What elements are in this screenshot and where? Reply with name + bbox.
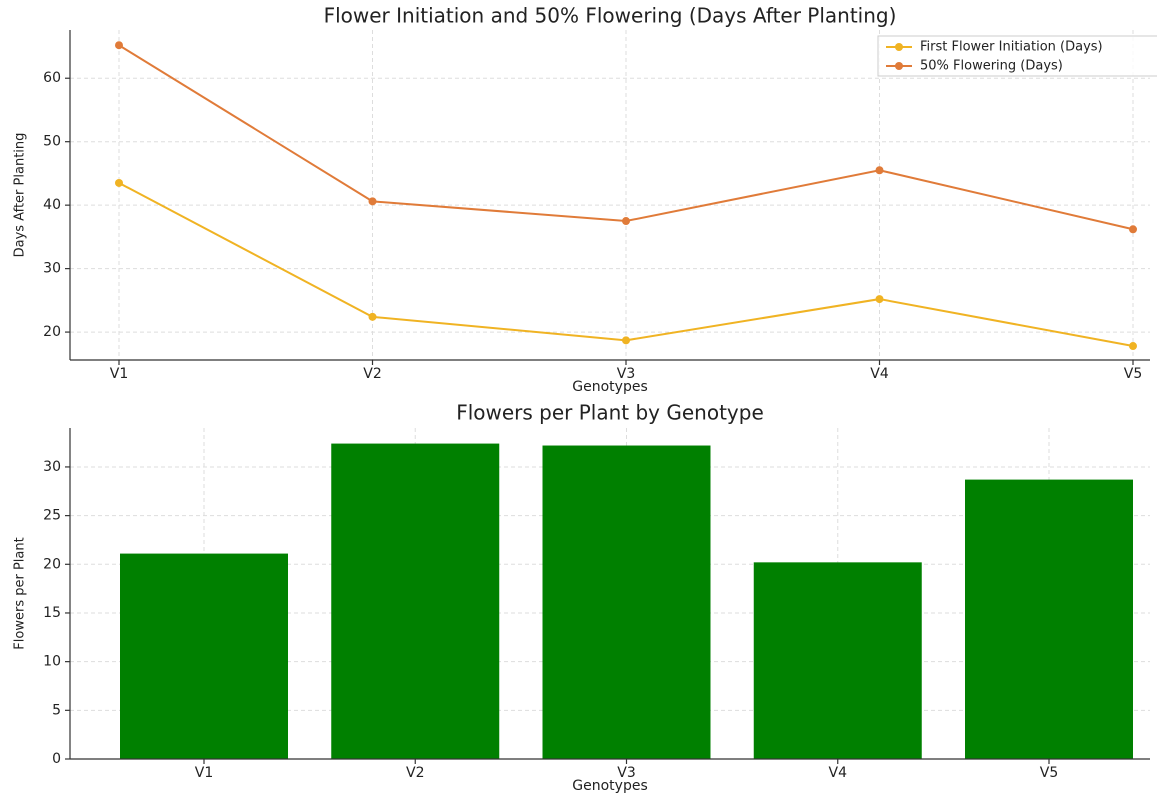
bar: [120, 553, 288, 759]
point: [115, 41, 123, 50]
y-tick-label: 10: [43, 654, 61, 670]
point: [622, 217, 630, 226]
y-tick-label: 20: [43, 324, 61, 340]
y-axis-label: Flowers per Plant: [13, 537, 28, 649]
y-tick-label: 5: [52, 702, 61, 718]
y-tick-label: 50: [43, 134, 61, 150]
x-tick-label: V2: [363, 366, 381, 382]
bar: [965, 479, 1133, 759]
point: [368, 312, 377, 321]
y-tick-label: 15: [43, 605, 61, 621]
x-tick-label: V4: [829, 765, 848, 781]
x-axis-label: Genotypes: [572, 379, 647, 395]
legend-label: First Flower Initiation (Days): [920, 40, 1103, 55]
point: [368, 197, 377, 206]
y-axis-label: Days After Planting: [13, 133, 28, 258]
legend-marker: [895, 43, 903, 51]
chart-title: Flowers per Plant by Genotype: [456, 401, 764, 425]
y-tick-label: 60: [43, 70, 61, 86]
legend-marker: [895, 62, 903, 70]
y-tick-label: 30: [43, 459, 61, 475]
x-tick-label: V5: [1040, 765, 1058, 781]
chart-title: Flower Initiation and 50% Flowering (Day…: [324, 4, 897, 28]
y-tick-label: 40: [43, 197, 61, 213]
x-tick-label: V3: [617, 765, 635, 781]
x-tick-label: V3: [617, 366, 635, 382]
x-tick-label: V1: [110, 366, 128, 382]
point: [875, 166, 884, 175]
bar: [331, 443, 500, 759]
y-tick-label: 30: [43, 261, 61, 277]
point: [622, 336, 630, 345]
y-tick-label: 20: [43, 556, 61, 572]
x-tick-label: V4: [870, 366, 889, 382]
point: [115, 178, 123, 187]
x-tick-label: V2: [406, 765, 424, 781]
x-tick-label: V1: [195, 765, 213, 781]
x-axis-label: Genotypes: [572, 778, 647, 794]
legend-label: 50% Flowering (Days): [920, 59, 1063, 74]
y-tick-label: 0: [52, 751, 61, 767]
legend-box: [877, 35, 1157, 77]
point: [1129, 342, 1137, 351]
point: [1129, 225, 1137, 234]
x-tick-label: V5: [1124, 366, 1142, 382]
point: [875, 295, 884, 304]
y-tick-label: 25: [43, 508, 61, 524]
bar: [753, 562, 922, 759]
bar: [542, 445, 711, 759]
